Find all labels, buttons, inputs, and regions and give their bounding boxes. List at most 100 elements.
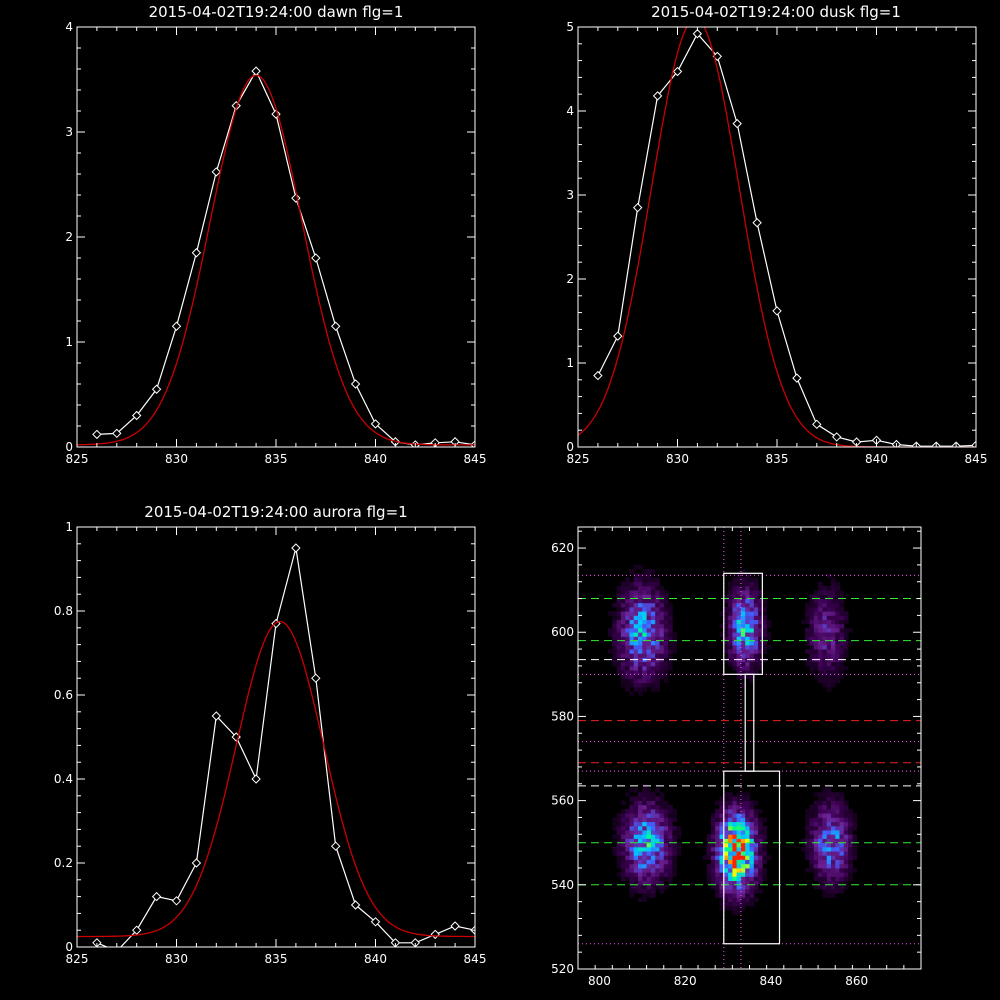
heatmap-cell [745,901,750,907]
heatmap-cell [638,640,643,646]
heatmap-cell [728,653,733,658]
heatmap-cell [831,682,836,688]
heatmap-cell [822,590,828,595]
heatmap-cell [620,834,626,839]
heatmap-cell [732,863,738,869]
heatmap-cell [818,800,823,806]
heatmap-cell [620,825,626,831]
heatmap-cell [758,817,763,823]
heatmap-cell [835,872,840,877]
heatmap-cell [818,674,823,679]
heatmap-cell [762,855,768,860]
heatmap-cell [813,607,819,612]
heatmap-cell [762,838,768,844]
heatmap-cell [831,581,836,587]
heatmap-cell [762,830,768,835]
heatmap-cell [805,615,810,620]
heatmap-cell [723,821,729,827]
heatmap-cell [839,880,845,886]
heatmap-cell [625,834,630,839]
heatmap-cell [633,800,639,806]
heatmap-cell [646,859,652,865]
heatmap-cell [839,825,845,831]
heatmap-cell [728,859,733,865]
heatmap-cell [629,581,635,587]
heatmap-cell [805,846,810,852]
heatmap-cell [655,611,660,616]
heatmap-cell [732,813,738,818]
aurora-x-tick-label: 845 [464,952,487,966]
heatmap-cell [835,632,840,637]
heatmap-cell [723,838,729,844]
heatmap-cell [728,581,733,587]
heatmap-cell [659,838,665,844]
heatmap-cell [848,872,853,877]
dawn-data-point [291,193,301,203]
heatmap-cell [616,602,622,608]
heatmap-cell [633,855,639,860]
heatmap-cell [672,640,677,646]
heatmap-cell [625,838,630,844]
heatmap-cell [813,628,819,633]
heatmap-cell [620,859,626,865]
heatmap-cell [723,901,729,907]
heatmap-cell [831,804,836,810]
heatmap-cell [625,594,630,599]
aurora-y-tick-label: 0.2 [54,856,73,870]
heatmap-cell [625,607,630,612]
heatmap-cell [646,788,652,793]
heatmap-cell [620,590,626,595]
heatmap-cell [728,661,733,667]
heatmap-cell [736,632,742,637]
heatmap-cell [655,682,660,688]
heatmap-cell [813,851,819,856]
heatmap-cell [809,821,815,827]
heatmap-cell [831,632,836,637]
heatmap-cell [650,838,656,844]
heatmap-cell [818,623,823,629]
heatmap-cell [625,632,630,637]
heatmap-cell [633,678,639,684]
heatmap-cell [668,809,673,814]
aurora-y-tick-label: 0.6 [54,688,73,702]
heatmap-cell [831,880,836,886]
heatmap-cell [625,644,630,650]
heatmap-cell [715,846,720,852]
heatmap-cell [719,863,725,869]
aurora-data-point [171,896,182,906]
heatmap-cell [723,897,729,902]
heatmap-cell [633,817,639,823]
heatmap-cell [706,876,712,881]
aurora-data-point [131,925,142,935]
heatmap-cell [616,863,622,869]
heatmap-cell [745,665,750,671]
heatmap-cell [843,859,849,865]
heatmap-cell [672,855,677,860]
dusk-panel: 2015-04-02T19:24:00 dusk flg=1 825 830 835… [566,3,987,466]
heatmap-cell [723,632,729,637]
heatmap-cell [826,804,832,810]
heatmap-cell [650,670,656,675]
heatmap-cell [633,687,639,692]
heatmap-cell [642,838,647,844]
heatmap-cell [818,632,823,637]
heatmap-cell [620,640,626,646]
heatmap-cell [629,800,635,806]
heatmap-cell [612,623,617,629]
heatmap-cell [629,813,635,818]
heatmap-cell [659,809,665,814]
heatmap-cell [633,640,639,646]
heatmap-cell [638,598,643,604]
heatmap-cell [740,817,746,823]
heatmap-cell [723,825,729,831]
heatmap-cell [663,842,669,848]
heatmap-cell [813,872,819,877]
heatmap-cell [749,577,755,583]
heatmap-cell [762,851,768,856]
heatmap-cell [831,590,836,595]
heatmap-cell [749,623,755,629]
heatmap-cell [633,661,639,667]
heatmap-cell [822,876,828,881]
heatmap-cell [818,842,823,848]
